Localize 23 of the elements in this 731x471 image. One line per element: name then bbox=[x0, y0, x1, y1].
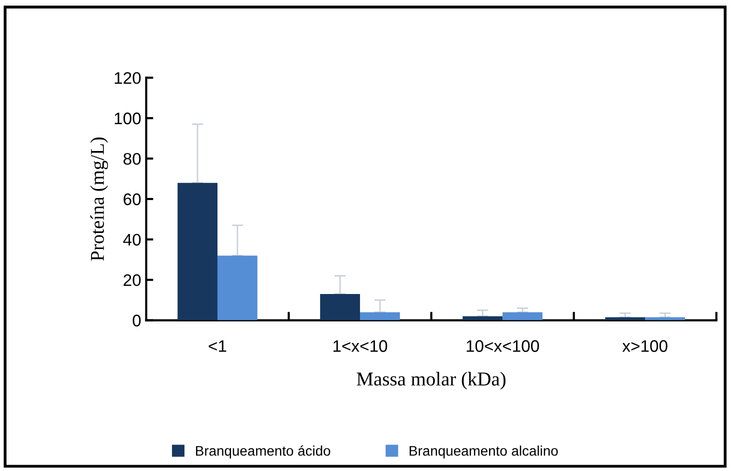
y-tick-label: 20 bbox=[124, 274, 141, 286]
y-tick-label: 80 bbox=[124, 152, 141, 165]
bar bbox=[217, 256, 258, 320]
x-axis-title: Massa molar (kDa) bbox=[356, 372, 506, 390]
bar bbox=[320, 294, 360, 320]
bar bbox=[605, 317, 646, 320]
x-tick-label: <1 bbox=[208, 340, 226, 352]
bar bbox=[360, 312, 400, 320]
y-tick-label: 60 bbox=[124, 193, 141, 206]
y-tick-label: 120 bbox=[114, 72, 141, 84]
bar bbox=[462, 316, 503, 320]
x-tick-label: 1<x<10 bbox=[333, 340, 388, 352]
y-tick-label: 0 bbox=[132, 314, 141, 326]
y-tick-label: 100 bbox=[114, 112, 141, 124]
x-tick-label: x>100 bbox=[622, 340, 668, 352]
bar bbox=[645, 317, 686, 320]
legend-label: Branqueamento ácido bbox=[196, 445, 330, 458]
y-axis-title: Proteína (mg/L) bbox=[90, 137, 108, 261]
bar bbox=[502, 312, 542, 320]
x-tick-label: 10<x<100 bbox=[466, 340, 539, 352]
y-tick-label: 40 bbox=[123, 234, 141, 246]
legend-label: Branqueamento alcalino bbox=[410, 446, 558, 458]
bar bbox=[178, 182, 218, 320]
